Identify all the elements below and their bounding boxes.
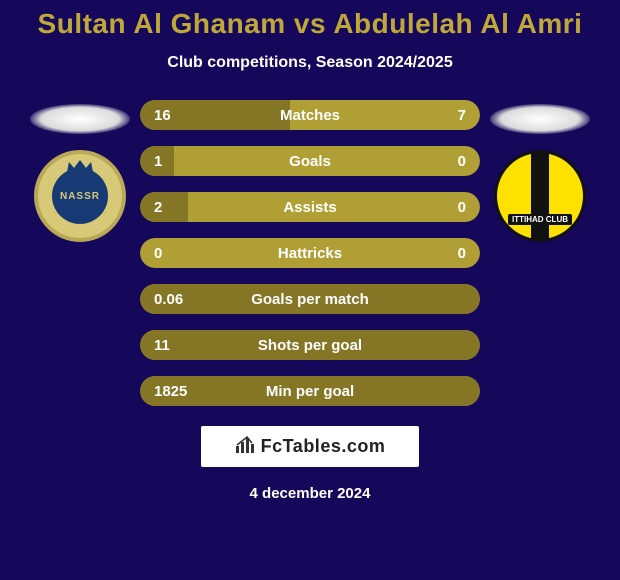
stat-label: Goals	[289, 153, 331, 170]
stat-value-right: 0	[458, 153, 466, 170]
page-title: Sultan Al Ghanam vs Abdulelah Al Amri	[38, 8, 583, 40]
stat-bar: 0.06 Goals per match	[140, 284, 480, 314]
stat-label: Assists	[283, 199, 336, 216]
stat-label: Shots per goal	[258, 337, 362, 354]
chart-icon	[235, 436, 255, 457]
right-club-badge: ITTIHAD CLUB 1927	[494, 150, 586, 242]
stat-bar: 1 Goals 0	[140, 146, 480, 176]
stat-value-left: 16	[154, 107, 171, 124]
stat-label: Min per goal	[266, 383, 354, 400]
stat-bars: 16 Matches 7 1 Goals 0 2 Assists 0 0 Hattricks 0 0.0…	[140, 100, 480, 406]
stat-bar: 0 Hattricks 0	[140, 238, 480, 268]
bar-fill-left	[140, 192, 188, 222]
stat-value-right: 0	[458, 199, 466, 216]
stat-bar: 11 Shots per goal	[140, 330, 480, 360]
stat-bar: 16 Matches 7	[140, 100, 480, 130]
date-text: 4 december 2024	[250, 485, 371, 502]
crown-icon	[65, 160, 95, 174]
stat-value-right: 0	[458, 245, 466, 262]
footer-brand: FcTables.com	[201, 426, 420, 467]
stat-value-right: 7	[458, 107, 466, 124]
stat-value-left: 0	[154, 245, 162, 262]
stat-value-left: 0.06	[154, 291, 183, 308]
stat-label: Goals per match	[251, 291, 369, 308]
stat-label: Hattricks	[278, 245, 342, 262]
left-club-badge: NASSR	[34, 150, 126, 242]
player-shadow-right	[490, 104, 590, 134]
badge-stripe	[531, 153, 549, 239]
right-club-label: ITTIHAD CLUB	[508, 214, 572, 225]
stat-bar: 1825 Min per goal	[140, 376, 480, 406]
stat-value-left: 2	[154, 199, 162, 216]
left-club-inner: NASSR	[52, 168, 108, 224]
right-club-sublabel: 1927	[534, 229, 545, 235]
stat-value-left: 1	[154, 153, 162, 170]
stat-value-left: 11	[154, 337, 170, 354]
subtitle: Club competitions, Season 2024/2025	[167, 54, 452, 72]
right-club-col: ITTIHAD CLUB 1927	[480, 100, 600, 242]
stat-value-left: 1825	[154, 383, 187, 400]
footer-brand-text: FcTables.com	[261, 436, 386, 457]
stat-label: Matches	[280, 107, 340, 124]
player-shadow-left	[30, 104, 130, 134]
comparison-row: NASSR 16 Matches 7 1 Goals 0 2 Assists 0 0 Hattric…	[0, 100, 620, 406]
left-club-col: NASSR	[20, 100, 140, 242]
stat-bar: 2 Assists 0	[140, 192, 480, 222]
